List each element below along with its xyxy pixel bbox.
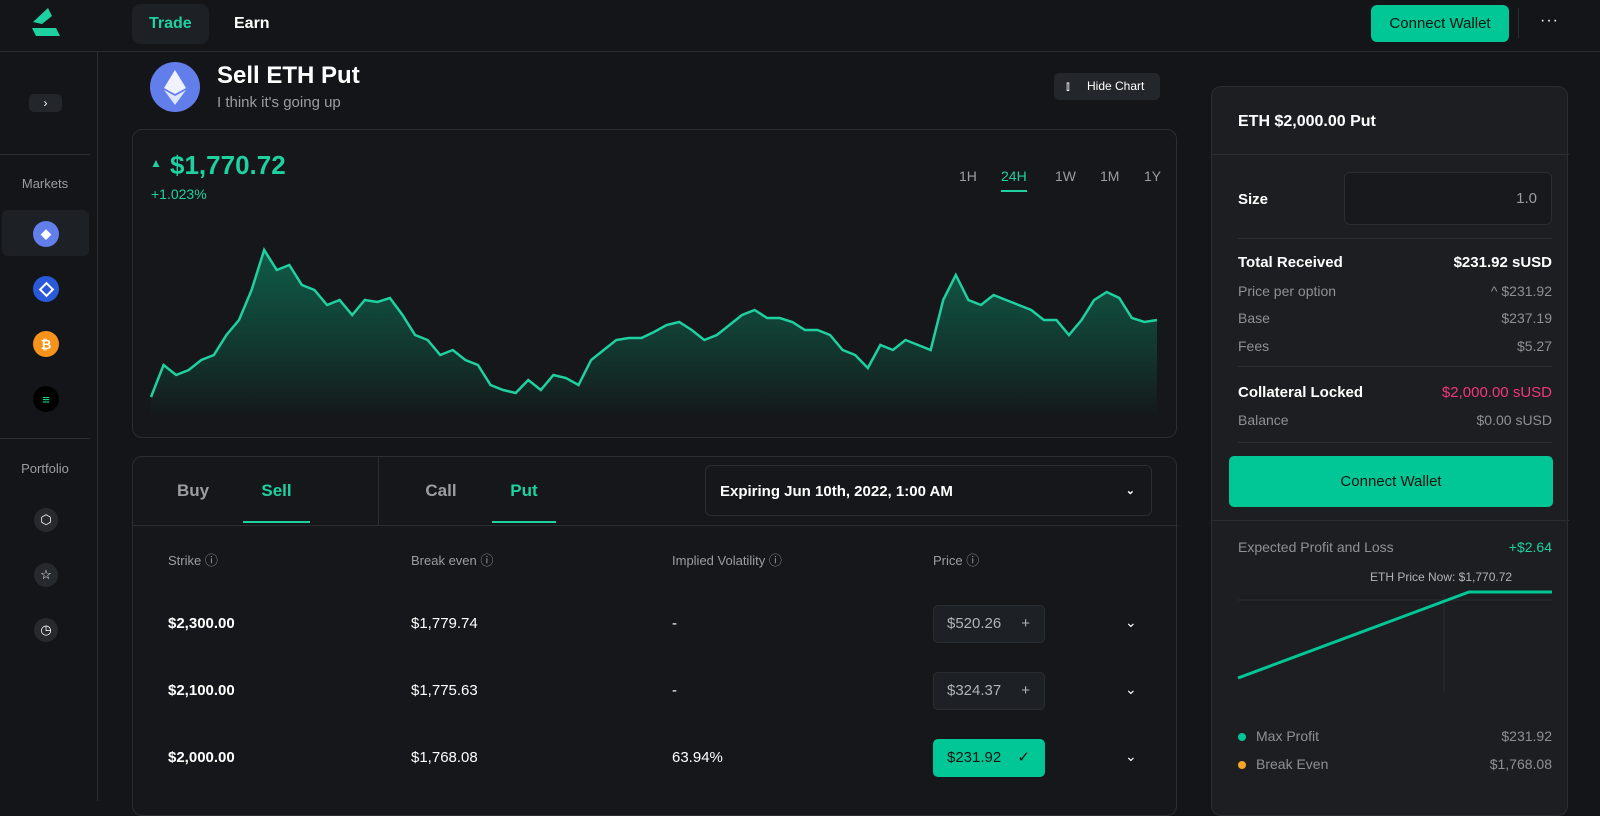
price-area xyxy=(151,250,1157,418)
nav-earn[interactable]: Earn xyxy=(234,15,270,32)
divider xyxy=(1212,154,1569,155)
column-strike: Strike ⓘ xyxy=(168,553,218,568)
price-per-option-row: Price per option ^ $231.92 xyxy=(1238,283,1552,299)
panel-title: ETH $2,000.00 Put xyxy=(1238,113,1376,130)
column-price: Price ⓘ xyxy=(933,553,980,568)
market-btc-icon[interactable]: ₿ xyxy=(33,331,59,357)
chevron-down-icon[interactable]: ⌄ xyxy=(1125,748,1137,764)
timeframe-1h[interactable]: 1H xyxy=(959,168,977,184)
break-even-row: Break Even $1,768.08 xyxy=(1238,756,1552,772)
eth-price-now-label: ETH Price Now: $1,770.72 xyxy=(1370,570,1513,584)
size-label: Size xyxy=(1238,191,1269,208)
eth-logo-icon xyxy=(150,62,200,112)
divider xyxy=(1238,442,1552,443)
market-sol-icon[interactable]: ≡ xyxy=(33,386,59,412)
current-price: $1,770.72 xyxy=(170,150,286,180)
plus-icon: + xyxy=(1021,615,1030,632)
iv-cell: - xyxy=(672,682,677,699)
iv-cell: - xyxy=(672,615,677,632)
timeframe-1w[interactable]: 1W xyxy=(1055,168,1076,184)
collateral-row: Collateral Locked $2,000.00 sUSD xyxy=(1238,384,1552,401)
divider xyxy=(133,525,1178,526)
fees-row: Fees $5.27 xyxy=(1238,338,1552,354)
divider xyxy=(1238,238,1552,239)
break-even-cell: $1,768.08 xyxy=(411,749,478,766)
chevron-down-icon[interactable]: ⌄ xyxy=(1125,614,1137,630)
hide-chart-label: Hide Chart xyxy=(1087,79,1145,93)
clock-icon[interactable]: ◷ xyxy=(34,618,58,642)
strike-cell: $2,100.00 xyxy=(168,682,235,699)
max-profit-row: Max Profit $231.92 xyxy=(1238,728,1552,744)
divider xyxy=(0,154,90,155)
timeframe-1m[interactable]: 1M xyxy=(1100,168,1120,184)
chevron-down-icon: ⌄ xyxy=(1125,485,1135,497)
strike-cell: $2,300.00 xyxy=(168,615,235,632)
column-break-even: Break even ⓘ xyxy=(411,553,494,568)
size-input[interactable] xyxy=(1344,172,1552,225)
plus-icon: + xyxy=(1021,682,1030,699)
divider xyxy=(0,438,90,439)
divider xyxy=(1238,366,1552,367)
price-line xyxy=(149,247,1158,398)
break-even-dot xyxy=(1238,761,1246,769)
options-trade-card: Buy Sell Call Put Expiring Jun 10th, 202… xyxy=(132,456,1178,816)
balance-row: Balance $0.00 sUSD xyxy=(1238,412,1552,428)
expand-sidebar-button[interactable]: › xyxy=(29,94,62,112)
top-bar: Trade Earn Connect Wallet ··· xyxy=(0,0,1600,52)
tab-sell[interactable]: Sell xyxy=(243,481,310,523)
expiry-value: Expiring Jun 10th, 2022, 1:00 AM xyxy=(720,483,953,500)
more-icon[interactable]: ··· xyxy=(1540,12,1559,29)
star-icon[interactable]: ☆ xyxy=(34,563,58,587)
markets-label: Markets xyxy=(21,176,69,191)
sidebar: › Markets ◆ ₿ ≡ Portfolio ⬡ ☆ ◷ xyxy=(0,52,98,801)
expiry-select[interactable]: Expiring Jun 10th, 2022, 1:00 AM ⌄ xyxy=(705,465,1152,516)
tab-buy[interactable]: Buy xyxy=(176,481,210,500)
price-button[interactable]: $520.26 + xyxy=(933,605,1045,643)
market-eth-icon[interactable]: ◆ xyxy=(33,221,59,247)
divider xyxy=(1518,8,1519,38)
nav-trade[interactable]: Trade xyxy=(132,4,209,44)
divider xyxy=(1212,520,1569,521)
portfolio-label: Portfolio xyxy=(21,461,69,476)
price-button[interactable]: $324.37 + xyxy=(933,672,1045,710)
chevron-down-icon[interactable]: ⌄ xyxy=(1125,681,1137,697)
price-change: +1.023% xyxy=(151,186,207,202)
tab-call[interactable]: Call xyxy=(425,481,457,500)
check-icon: ✓ xyxy=(1017,749,1030,766)
price-chart[interactable] xyxy=(133,130,1178,439)
break-even-cell: $1,775.63 xyxy=(411,682,478,699)
market-link-icon[interactable] xyxy=(33,276,59,302)
pnl-chart[interactable] xyxy=(1212,582,1569,712)
hide-chart-button[interactable]: ⫾ Hide Chart xyxy=(1054,73,1160,100)
cube-icon[interactable]: ⬡ xyxy=(34,508,58,532)
max-profit-dot xyxy=(1238,733,1246,741)
connect-wallet-button[interactable]: Connect Wallet xyxy=(1371,5,1509,42)
pnl-line xyxy=(1237,590,1552,680)
tab-put[interactable]: Put xyxy=(492,481,556,523)
total-received-row: Total Received $231.92 sUSD xyxy=(1238,254,1552,271)
lyra-logo[interactable] xyxy=(30,8,62,38)
iv-cell: 63.94% xyxy=(672,749,723,766)
base-row: Base $237.19 xyxy=(1238,310,1552,326)
strike-cell: $2,000.00 xyxy=(168,749,235,766)
divider xyxy=(378,457,379,525)
bar-chart-icon: ⫾ xyxy=(1066,79,1070,93)
connect-wallet-button[interactable]: Connect Wallet xyxy=(1229,456,1553,507)
timeframe-1y[interactable]: 1Y xyxy=(1144,168,1162,184)
pnl-row: Expected Profit and Loss +$2.64 xyxy=(1238,539,1552,555)
page-title: Sell ETH Put xyxy=(217,62,360,89)
price-chart-card: ▲ $1,770.72 +1.023% 1H 24H 1W 1M 1Y xyxy=(132,129,1177,438)
break-even-cell: $1,779.74 xyxy=(411,615,478,632)
page-subtitle: I think it's going up xyxy=(217,94,341,111)
column-implied-volatility: Implied Volatility ⓘ xyxy=(672,553,782,568)
order-panel: ETH $2,000.00 Put Size Total Received$23… xyxy=(1211,86,1569,816)
price-button[interactable]: $231.92 ✓ xyxy=(933,739,1045,777)
up-arrow-icon: ▲ xyxy=(150,156,162,170)
timeframe-24h[interactable]: 24H xyxy=(1001,168,1027,192)
